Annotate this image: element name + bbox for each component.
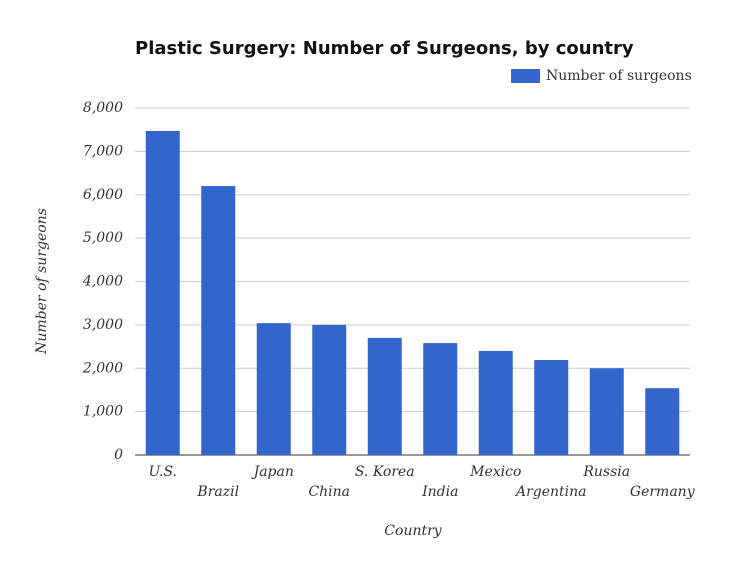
chart-title: Plastic Surgery: Number of Surgeons, by … [135,38,634,59]
bar [534,360,569,455]
y-tick-label: 8,000 [83,100,123,116]
y-tick-label: 7,000 [83,143,123,159]
y-axis-title: Number of surgeons [34,208,50,355]
y-tick-label: 5,000 [83,230,123,246]
y-tick-label: 2,000 [82,360,123,376]
x-tick-label: India [421,484,458,500]
bar [645,388,680,455]
bar [145,130,180,455]
bar [256,323,291,455]
bar [478,350,513,455]
bar [201,186,236,455]
y-tick-label: 6,000 [83,187,123,203]
x-tick-label: S. Korea [355,464,415,480]
y-tick-label: 4,000 [82,274,123,290]
x-tick-label: China [308,484,350,500]
y-tick-label: 0 [114,447,123,463]
x-tick-label: Japan [251,464,294,480]
bar [367,337,402,455]
x-tick-label: U.S. [148,464,177,480]
x-tick-label: Mexico [469,464,521,480]
x-tick-label: Brazil [196,484,239,500]
x-tick-label: Russia [582,464,630,480]
x-tick-label: Argentina [514,484,587,500]
x-tick-label: Germany [630,484,696,500]
legend-label: Number of surgeons [546,68,692,84]
y-tick-label: 3,000 [83,317,123,333]
y-tick-label: 1,000 [83,404,123,420]
bar [589,368,624,455]
legend-swatch [511,69,540,83]
x-axis-title: Country [384,523,442,539]
bar [312,324,347,455]
bar [423,343,458,455]
